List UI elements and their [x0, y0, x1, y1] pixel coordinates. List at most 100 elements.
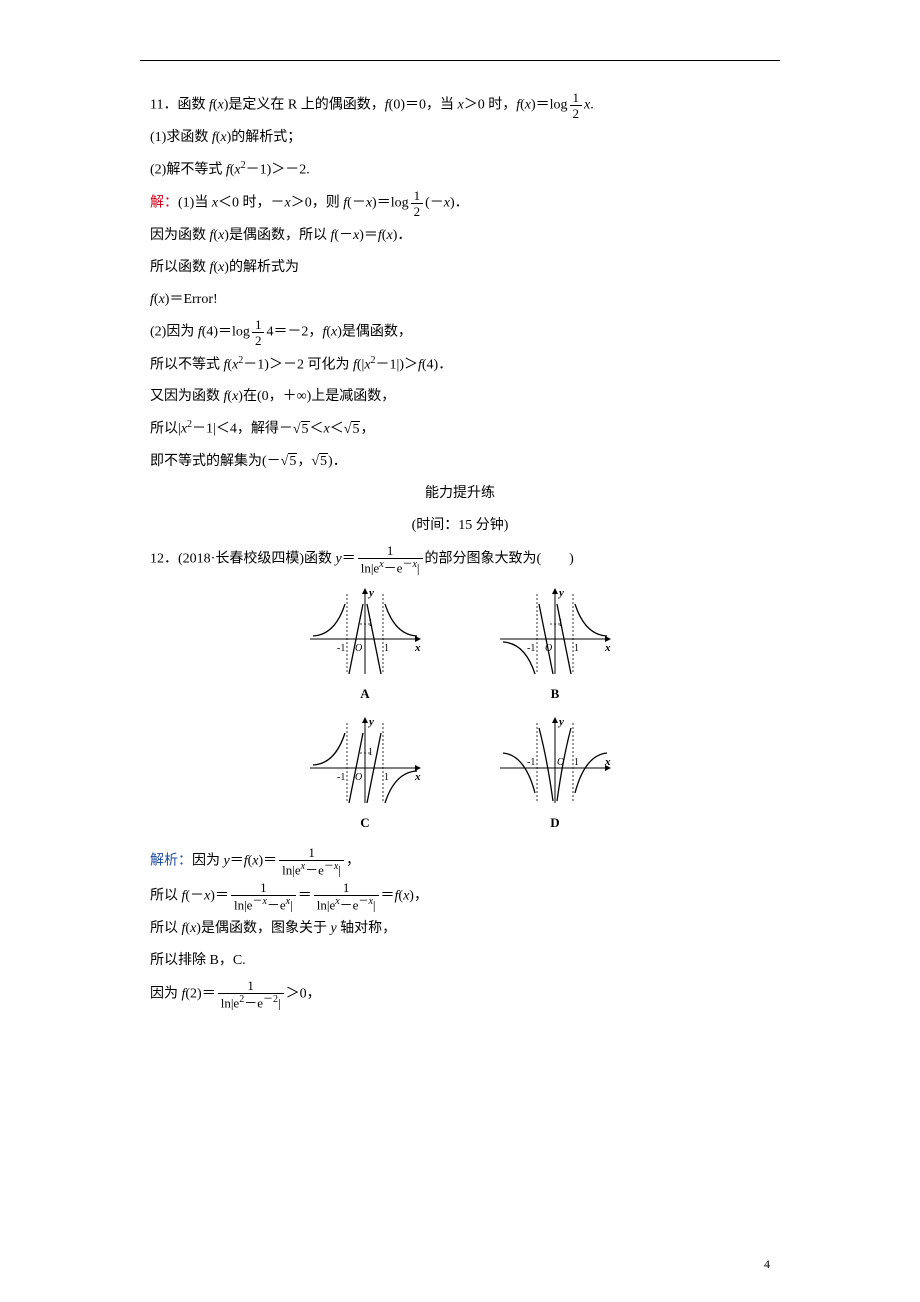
q11-sol1-4: f(x)＝Error! — [150, 286, 770, 314]
svg-text:-1: -1 — [337, 643, 345, 654]
text: 即不等式的解集为(－ — [150, 454, 281, 469]
svg-text:y: y — [557, 716, 564, 728]
svg-text:O: O — [557, 757, 564, 768]
text: 12．(2018·长春校级四模)函数 — [150, 551, 336, 566]
text: 所以 — [150, 888, 182, 903]
fraction: 1ln|ex－e－x| — [358, 544, 423, 574]
graph-C: -1 1 1 O x y C — [305, 713, 425, 836]
text: )＝ — [165, 292, 184, 307]
text: ＝ — [342, 551, 356, 566]
svg-text:O: O — [355, 643, 362, 654]
text: 所以 — [150, 921, 182, 936]
radicand: 5 — [351, 421, 360, 437]
text: )＝log — [372, 195, 409, 210]
svg-text:-1: -1 — [527, 643, 535, 654]
solution-label: 解： — [150, 195, 178, 210]
sqrt: 5 — [293, 416, 310, 444]
fraction: 1ln|ex－e－x| — [279, 846, 344, 876]
graph-D-svg: -1 1 O x y — [495, 713, 615, 808]
svg-text:1: 1 — [574, 757, 579, 768]
text: )． — [450, 195, 469, 210]
graph-B: -1 1 1 O x y B — [495, 584, 615, 707]
graph-row-1: -1 1 1 O x y A — [150, 584, 770, 707]
top-rule — [140, 60, 780, 61]
graph-D: -1 1 O x y D — [495, 713, 615, 836]
svg-text:x: x — [414, 771, 421, 783]
text: )． — [328, 454, 347, 469]
svg-text:y: y — [557, 587, 564, 599]
denominator: ln|ex－e－x| — [314, 896, 379, 911]
svg-text:1: 1 — [384, 772, 389, 783]
text: )的解析式为 — [224, 260, 299, 275]
q11-sol2-2: 所以不等式 f(x2－1)＞－2 可化为 f(|x2－1|)＞f(4)． — [150, 351, 770, 380]
svg-text:1: 1 — [574, 643, 579, 654]
q12-ana-1: 解析：因为 y＝f(x)＝1ln|ex－e－x|， — [150, 846, 770, 876]
text: (2)因为 — [150, 324, 198, 339]
text: )是偶函数，图象关于 — [196, 921, 330, 936]
text: 11．函数 — [150, 98, 209, 113]
sqrt: 5 — [311, 448, 328, 476]
section2-title: 能力提升练 — [150, 480, 770, 508]
text: (0)＝0，当 — [389, 98, 458, 113]
text: －1)＞－2. — [246, 163, 310, 178]
text: ＝ — [230, 854, 244, 869]
q11-sol2-5: 即不等式的解集为(－5，5)． — [150, 448, 770, 476]
text: ＜ — [310, 422, 324, 437]
text: )＝ — [259, 854, 278, 869]
text: ＝ — [381, 888, 395, 903]
section2-time: (时间：15 分钟) — [150, 512, 770, 540]
text: －1|＜4，解得－ — [192, 422, 293, 437]
text: ＞0，则 — [291, 195, 344, 210]
text: )＝log — [531, 98, 568, 113]
svg-text:1: 1 — [558, 618, 563, 629]
fraction: 1ln|ex－e－x| — [314, 881, 379, 911]
text: )是偶函数，所以 — [224, 228, 330, 243]
q11-part1: (1)求函数 f(x)的解析式； — [150, 124, 770, 152]
text: )的解析式； — [227, 130, 302, 145]
text: ＞0， — [286, 986, 321, 1001]
numerator: 1 — [411, 189, 424, 204]
text: (1)当 — [178, 195, 212, 210]
text: )是偶函数， — [337, 324, 412, 339]
q12-ana-5: 因为 f(2)＝1ln|e2－e－2|＞0， — [150, 979, 770, 1009]
text: －1|)＞ — [376, 357, 418, 372]
svg-text:x: x — [604, 642, 611, 654]
text: (－ — [347, 195, 366, 210]
svg-text:O: O — [545, 643, 552, 654]
denominator: ln|ex－e－x| — [279, 861, 344, 876]
fraction: 12 — [570, 91, 583, 120]
svg-text:x: x — [604, 756, 611, 768]
denominator: 2 — [252, 333, 265, 347]
text: 所以| — [150, 422, 181, 437]
text: (1)求函数 — [150, 130, 212, 145]
svg-text:y: y — [367, 716, 374, 728]
svg-text:1: 1 — [384, 643, 389, 654]
text: 所以函数 — [150, 260, 210, 275]
fraction: 1ln|e2－e－2| — [218, 979, 284, 1009]
text: 的部分图象大致为( ) — [425, 551, 574, 566]
q12-ana-2: 所以 f(－x)＝1ln|e－x－ex|＝1ln|ex－e－x|＝f(x)， — [150, 881, 770, 911]
text: 轴对称， — [337, 921, 397, 936]
sqrt: 5 — [281, 448, 298, 476]
text: (－ — [425, 195, 444, 210]
graph-label-D: D — [550, 810, 559, 836]
q11-part2: (2)解不等式 f(x2－1)＞－2. — [150, 156, 770, 185]
q11-sol2-3: 又因为函数 f(x)在(0，＋∞)上是减函数， — [150, 383, 770, 411]
denominator: ln|e2－e－2| — [218, 994, 284, 1009]
text: (4)＝log — [202, 324, 250, 339]
text: )＝ — [359, 228, 378, 243]
text: 因为函数 — [150, 228, 210, 243]
svg-text:-1: -1 — [337, 772, 345, 783]
text: )在(0，＋∞)上是减函数， — [238, 389, 395, 404]
radicand: 5 — [288, 453, 297, 469]
text: . — [590, 98, 594, 113]
graph-label-B: B — [551, 681, 560, 707]
content-block: 11．函数 f(x)是定义在 R 上的偶函数，f(0)＝0，当 x＞0 时，f(… — [150, 91, 770, 1009]
text: )＝ — [210, 888, 229, 903]
graph-A-svg: -1 1 1 O x y — [305, 584, 425, 679]
sqrt: 5 — [344, 416, 361, 444]
graph-label-A: A — [360, 681, 369, 707]
text: ＝ — [298, 888, 312, 903]
denominator: 2 — [570, 106, 583, 120]
numerator: 1 — [570, 91, 583, 106]
